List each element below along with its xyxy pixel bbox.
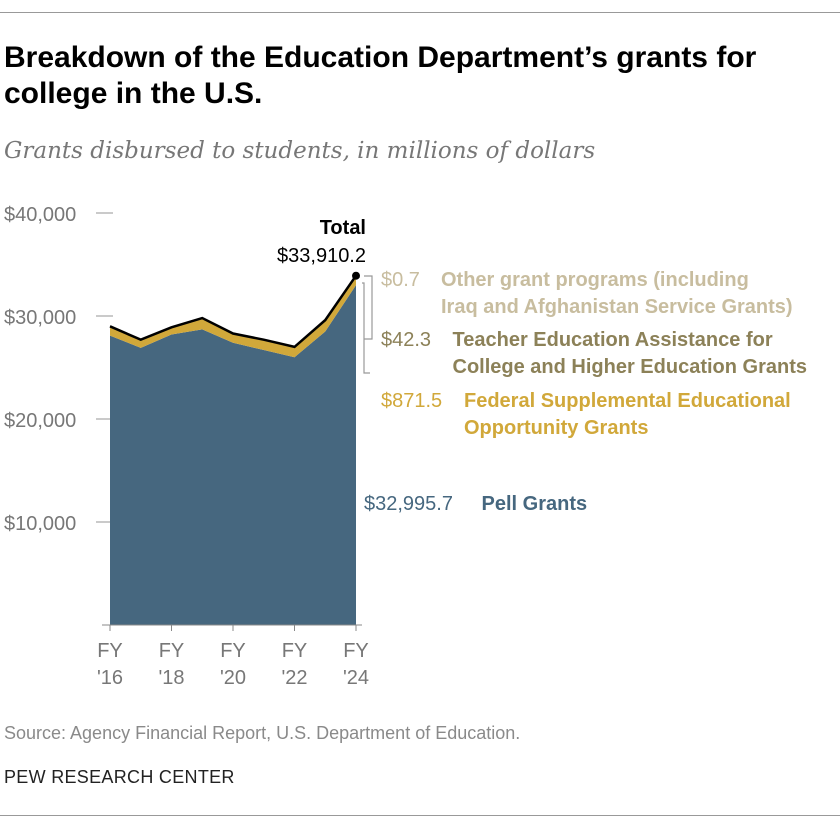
x-tick-label: '18 [158,667,184,689]
fseog-value: $871.5 [381,390,442,412]
teacher-label: Teacher Education Assistance for [453,329,773,351]
y-tick-label: $20,000 [4,410,76,432]
x-tick-label: FY [159,640,185,662]
x-tick-label: '20 [220,667,246,689]
other-label: Other grant programs (including [441,269,749,291]
x-tick-label: FY [282,640,308,662]
y-tick-label: $40,000 [4,204,76,226]
x-tick-label: FY [343,640,369,662]
area-chart: $10,000 $20,000 $30,000 $40,000 Total $33,910… [4,204,808,689]
teacher-label: College and Higher Education Grants [453,356,808,378]
pell-label: Pell Grants [482,493,588,515]
y-tick-label: $10,000 [4,513,76,535]
total-end-point [352,271,360,280]
total-line [109,275,358,349]
chart-subtitle: Grants disbursed to students, in million… [4,138,596,164]
brand-logo-text: PEW RESEARCH CENTER [4,767,235,787]
other-label: Iraq and Afghanistan Service Grants) [441,296,793,318]
top-rule [0,12,840,13]
teacher-value: $42.3 [381,329,431,351]
x-tick-label: '22 [281,667,307,689]
x-tick-label: '24 [343,667,369,689]
pell-value: $32,995.7 [364,493,453,515]
total-label: Total [320,217,366,239]
x-tick-label: FY [220,640,246,662]
y-tick-label: $30,000 [4,307,76,329]
bottom-rule [0,815,840,816]
bracket-fseog [362,282,370,374]
total-value-label: $33,910.2 [277,245,366,267]
fseog-label: Federal Supplemental Educational [464,390,791,412]
x-tick-label: FY [97,640,123,662]
x-tick-label: '16 [97,667,123,689]
source-note: Source: Agency Financial Report, U.S. De… [4,723,521,743]
fseog-label: Opportunity Grants [464,417,648,439]
bracket-other [364,275,373,340]
chart-title: Breakdown of the Education Department’s … [4,41,757,110]
area-fseog [110,276,356,358]
area-pell [110,285,356,625]
other-value: $0.7 [381,269,420,291]
